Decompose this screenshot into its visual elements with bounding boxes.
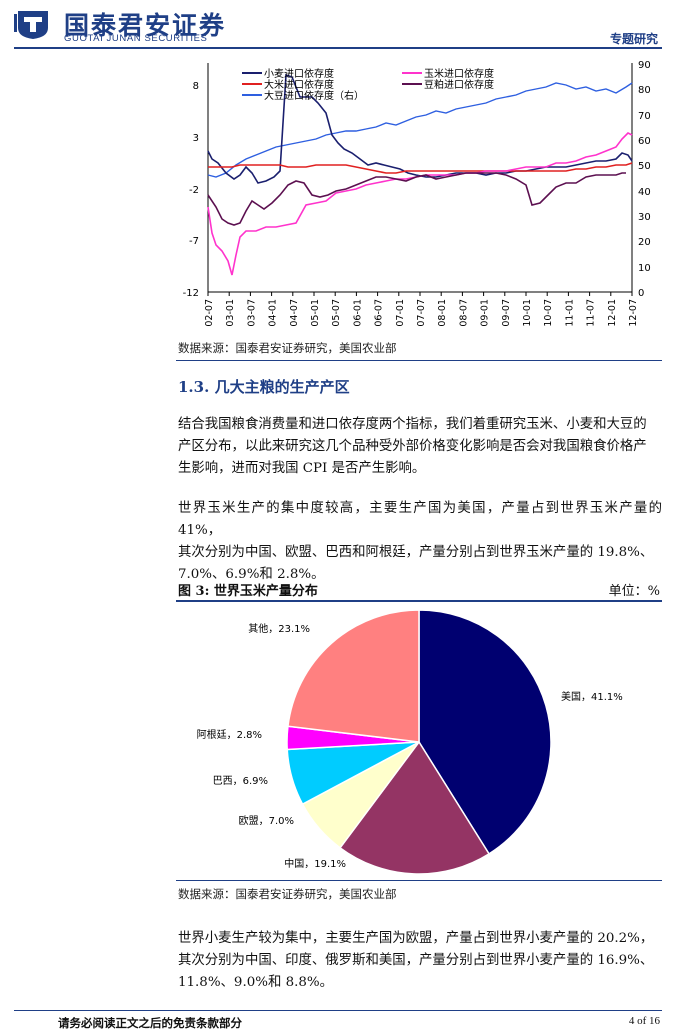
section-title: 几大主粮的生产产区 (214, 378, 350, 396)
x-tick-label: 09-07 (501, 299, 512, 327)
company-name-cn: 国泰君安证券 (64, 11, 227, 40)
paragraph-2: 世界玉米生产的集中度较高，主要生产国为美国，产量占到世界玉米产量的 41%， 其… (178, 498, 662, 586)
x-tick-label: 05-07 (331, 299, 342, 327)
right-tick-label: 80 (638, 85, 651, 96)
figure-title-text: 世界玉米产量分布 (213, 584, 318, 599)
x-tick-label: 07-07 (416, 299, 427, 327)
paragraph-line: 世界玉米生产的集中度较高，主要生产国为美国，产量占到世界玉米产量的 41%， (178, 501, 662, 538)
legend-soybean: 大豆进口依存度（右） (264, 89, 364, 102)
paragraph-line: 产区分布，以此来研究这几个品种受外部价格变化影响是否会对我国粮食价格产 (178, 439, 647, 454)
corn-production-pie-chart: 美国，41.1% 中国，19.1% 欧盟，7.0% 巴西，6.9% 阿根廷，2.8% 其他… (197, 609, 623, 875)
import-dependence-line-chart: 8 3 -2 -7 -12 90 80 70 60 50 40 30 20 10… (183, 60, 651, 327)
legend-wheat: 小麦进口依存度 (264, 67, 334, 80)
x-tick-label: 07-01 (395, 299, 406, 327)
company-logo-icon (14, 11, 48, 39)
legend-corn: 玉米进口依存度 (424, 67, 494, 80)
header-divider (14, 47, 662, 49)
x-tick-label: 08-01 (437, 299, 448, 327)
x-tick-label: 06-07 (374, 299, 385, 327)
pie-label-5: 阿根廷，2.8% (197, 728, 262, 741)
paragraph-line: 11.8%、9.0%和 8.8%。 (178, 975, 334, 990)
x-tick-label: 12-07 (628, 299, 639, 327)
legend-rice: 大米进口依存度 (264, 78, 334, 91)
section-number: 1.3. (178, 378, 210, 396)
paragraph-line: 生影响，进而对我国 CPI 是否产生影响。 (178, 461, 426, 476)
series-soybean (207, 82, 633, 178)
line-chart-source: 数据来源：国泰君安证券研究，美国农业部 (178, 341, 397, 355)
x-tick-label: 08-07 (458, 299, 469, 327)
series-rice (208, 162, 633, 174)
left-tick-label: -7 (189, 236, 199, 247)
series-wheat (207, 73, 633, 184)
figure-label: 图 3: (178, 584, 210, 599)
pie-label-1: 美国，41.1% (561, 690, 623, 703)
x-tick-label: 12-01 (607, 299, 618, 327)
paragraph-line: 其次分别为中国、欧盟、巴西和阿根廷，产量分别占到世界玉米产量的 19.8%、 (178, 545, 654, 560)
paragraph-line: 其次分别为中国、印度、俄罗斯和美国，产量分别占到世界小麦产量的 16.9%、 (178, 953, 654, 968)
company-name-en: GUOTAI JUNAN SECURITIES (64, 33, 208, 44)
x-tick-label: 03-01 (225, 299, 236, 327)
x-tick-label: 10-01 (522, 299, 533, 327)
pie-label-2: 中国，19.1% (284, 857, 346, 870)
paragraph-line: 结合我国粮食消费量和进口依存度两个指标，我们着重研究玉米、小麦和大豆的 (178, 417, 647, 432)
pie-label-6: 其他，23.1% (248, 622, 310, 635)
right-tick-label: 20 (638, 237, 651, 248)
paragraph-1: 结合我国粮食消费量和进口依存度两个指标，我们着重研究玉米、小麦和大豆的 产区分布… (178, 414, 662, 480)
left-tick-label: -2 (189, 185, 199, 196)
pie-label-3: 欧盟，7.0% (239, 815, 294, 827)
page-number: 4 of 16 (628, 1015, 660, 1027)
source-divider (176, 360, 662, 361)
x-tick-label: 11-01 (564, 299, 575, 327)
x-tick-label: 10-07 (543, 299, 554, 327)
pie-slice-2 (339, 740, 491, 875)
pie-label-4: 巴西，6.9% (213, 775, 268, 787)
right-tick-label: 60 (638, 136, 651, 147)
report-type-tag: 专题研究 (609, 32, 658, 46)
pie-slice-6 (287, 609, 420, 743)
x-tick-label: 09-01 (480, 299, 491, 327)
x-tick-label: 04-07 (289, 299, 300, 327)
pie-slice-1 (418, 609, 552, 855)
x-tick-label: 02-07 (204, 299, 215, 327)
figure-top-rule (176, 600, 662, 602)
left-tick-label: 3 (193, 133, 199, 144)
right-tick-label: 70 (638, 111, 651, 122)
right-tick-label: 40 (638, 187, 651, 198)
series-corn (207, 132, 633, 276)
paragraph-line: 世界小麦生产较为集中，主要生产国为欧盟，产量占到世界小麦产量的 20.2%， (178, 931, 654, 946)
disclaimer-note: 请务必阅读正文之后的免责条款部分 (58, 1016, 242, 1030)
right-tick-label: 90 (638, 60, 651, 71)
x-tick-label: 06-01 (352, 299, 363, 327)
paragraph-line: 7.0%、6.9%和 2.8%。 (178, 567, 325, 582)
x-tick-label: 04-01 (268, 299, 279, 327)
x-tick-labels: 02-07 03-01 03-07 04-01 04-07 05-01 05-07 06-01… (204, 292, 639, 327)
series-soymeal (207, 172, 626, 226)
right-tick-label: 50 (638, 161, 651, 172)
chart-legend: 小麦进口依存度 大米进口依存度 大豆进口依存度（右） 玉米进口依存度 豆粕进口依… (242, 67, 494, 102)
left-tick-label: 8 (193, 81, 199, 92)
x-tick-label: 11-07 (586, 299, 597, 327)
right-tick-label: 10 (638, 263, 651, 274)
pie-source-divider (176, 880, 662, 881)
legend-soymeal: 豆粕进口依存度 (424, 78, 494, 91)
paragraph-3: 世界小麦生产较为集中，主要生产国为欧盟，产量占到世界小麦产量的 20.2%， 其… (178, 928, 662, 994)
pie-chart-source: 数据来源：国泰君安证券研究，美国农业部 (178, 887, 397, 901)
left-tick-label: -12 (183, 288, 199, 299)
x-tick-label: 03-07 (246, 299, 257, 327)
section-heading: 1.3. 几大主粮的生产产区 (178, 376, 350, 397)
figure-title: 图 3: 世界玉米产量分布 (178, 580, 318, 599)
right-tick-label: 30 (638, 212, 651, 223)
right-tick-label: 0 (638, 288, 644, 299)
footer-divider (14, 1010, 662, 1011)
x-tick-label: 05-01 (310, 299, 321, 327)
figure-unit: 单位：% (608, 584, 660, 599)
